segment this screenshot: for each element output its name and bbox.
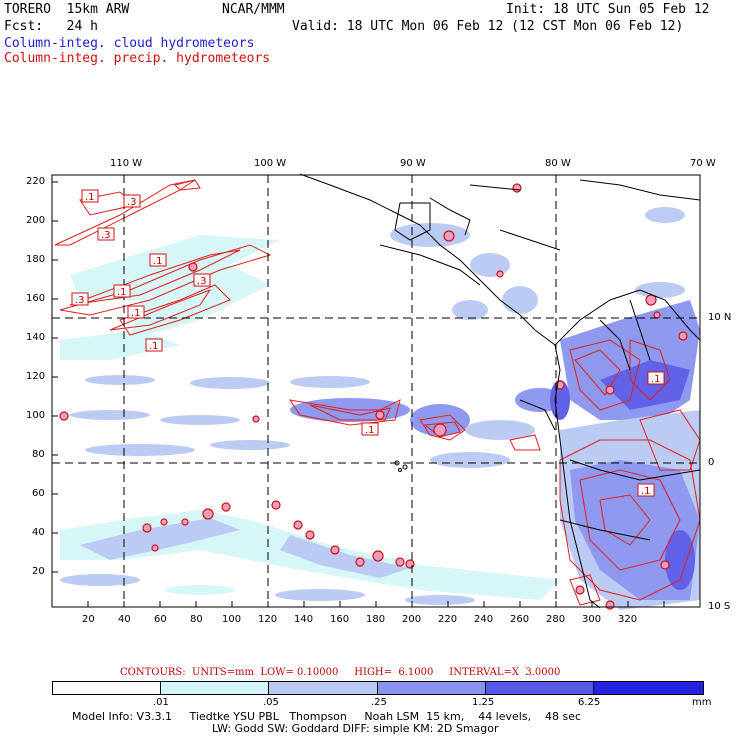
svg-text:.3: .3 xyxy=(101,230,111,241)
y-tick: 180 xyxy=(26,254,46,265)
contour-label: .1 xyxy=(647,371,665,385)
x-tick: 320 xyxy=(618,614,638,625)
y-tick: 200 xyxy=(26,215,46,226)
svg-text:.1: .1 xyxy=(641,486,651,497)
legend-swatch xyxy=(160,682,269,694)
cloud-label: Column-integ. cloud hydrometeors xyxy=(4,36,255,51)
model-title: TORERO 15km ARW xyxy=(4,2,130,17)
svg-text:.1: .1 xyxy=(153,256,163,267)
model-info-line2: LW: Godd SW: Goddard DIFF: simple KM: 2D… xyxy=(212,722,499,735)
legend-swatch xyxy=(268,682,377,694)
x-tick: 280 xyxy=(546,614,566,625)
svg-text:.1: .1 xyxy=(117,287,127,298)
contours-info: CONTOURS: UNITS=mm LOW= 0.10000 HIGH= 6.… xyxy=(120,667,561,678)
contour-label: .3 xyxy=(97,227,115,241)
legend-swatch xyxy=(53,682,161,694)
x-tick: 60 xyxy=(154,614,167,625)
y-tick: 100 xyxy=(26,410,46,421)
cloud-shading xyxy=(60,207,700,610)
x-tick: 100 xyxy=(222,614,242,625)
x-tick: 220 xyxy=(438,614,458,625)
precip-contours xyxy=(54,179,701,606)
x-tick: 160 xyxy=(330,614,350,625)
y-tick: 160 xyxy=(26,293,46,304)
contour-label: .1 xyxy=(361,422,379,436)
contour-label: .1 xyxy=(149,253,167,267)
grid-lines xyxy=(52,175,700,607)
y-tick: 60 xyxy=(32,488,45,499)
svg-text:.1: .1 xyxy=(651,374,661,385)
color-legend xyxy=(52,681,704,695)
precip-label: Column-integ. precip. hydrometeors xyxy=(4,51,271,66)
y-tick: 220 xyxy=(26,176,46,187)
contour-labels: .1 .3 .3 .1 .1 .3 .1 .3 .1 .1 .1 .1 xyxy=(71,189,665,497)
svg-text:.3: .3 xyxy=(197,276,207,287)
lon-label: 80 W xyxy=(545,158,571,169)
x-tick: 80 xyxy=(190,614,203,625)
init-time: Init: 18 UTC Sun 05 Feb 12 xyxy=(506,2,710,17)
x-tick: 200 xyxy=(402,614,422,625)
legend-label: .25 xyxy=(371,697,387,708)
legend-label: .05 xyxy=(263,697,279,708)
y-tick: 20 xyxy=(32,566,45,577)
valid-time: Valid: 18 UTC Mon 06 Feb 12 (12 CST Mon … xyxy=(292,19,684,34)
svg-text:.3: .3 xyxy=(75,295,85,306)
x-tick: 240 xyxy=(474,614,494,625)
legend-swatch xyxy=(376,682,485,694)
forecast-hour: Fcst: 24 h xyxy=(4,19,98,34)
lon-label: 70 W xyxy=(690,158,716,169)
lon-label: 90 W xyxy=(400,158,426,169)
lon-label: 100 W xyxy=(254,158,287,169)
model-info-line1: Model Info: V3.3.1 Tiedtke YSU PBL Thomp… xyxy=(72,710,582,723)
contour-label: .1 xyxy=(113,284,131,298)
svg-text:.1: .1 xyxy=(131,308,141,319)
x-tick: 180 xyxy=(366,614,386,625)
x-tick: 120 xyxy=(258,614,278,625)
legend-label: 6.25 xyxy=(578,697,601,708)
svg-text:.1: .1 xyxy=(365,425,375,436)
organization: NCAR/MMM xyxy=(222,2,285,17)
lon-label: 110 W xyxy=(110,158,143,169)
contour-label: .1 xyxy=(637,483,655,497)
legend-units: mm xyxy=(692,697,712,708)
contour-label: .1 xyxy=(127,305,145,319)
y-tick: 80 xyxy=(32,449,45,460)
contour-label: .3 xyxy=(71,292,89,306)
contour-label: .1 xyxy=(81,189,99,203)
x-tick: 40 xyxy=(118,614,131,625)
legend-label: .01 xyxy=(153,697,169,708)
legend-swatch xyxy=(484,682,593,694)
contour-label: .3 xyxy=(193,273,211,287)
svg-text:.3: .3 xyxy=(127,197,137,208)
x-tick: 20 xyxy=(82,614,95,625)
svg-text:.1: .1 xyxy=(85,192,95,203)
y-tick: 120 xyxy=(26,371,46,382)
y-tick: 140 xyxy=(26,332,46,343)
lat-label: 10 N xyxy=(708,312,732,323)
precip-cells xyxy=(59,183,688,610)
x-tick: 300 xyxy=(582,614,602,625)
lat-label: 0 xyxy=(708,457,715,468)
legend-label: 1.25 xyxy=(472,697,495,708)
y-tick: 40 xyxy=(32,527,45,538)
contour-label: .3 xyxy=(123,194,141,208)
contour-label: .1 xyxy=(145,338,163,352)
x-tick: 140 xyxy=(294,614,314,625)
legend-swatch xyxy=(592,682,704,694)
model-info: Model Info: V3.3.1 Tiedtke YSU PBL Thomp… xyxy=(72,711,581,735)
coastlines xyxy=(299,173,701,609)
x-tick: 260 xyxy=(510,614,530,625)
svg-text:.1: .1 xyxy=(149,341,159,352)
tick-marks xyxy=(52,181,665,607)
lat-label: 10 S xyxy=(708,601,731,612)
